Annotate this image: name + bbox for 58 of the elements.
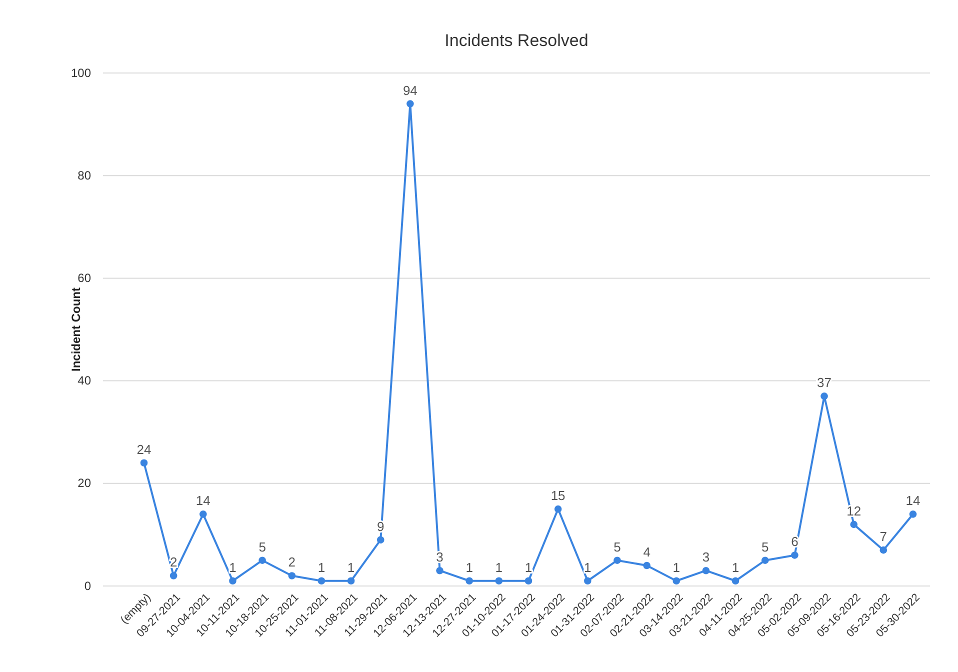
data-label: 7 bbox=[880, 529, 888, 544]
point bbox=[554, 505, 562, 513]
chart-title: Incidents Resolved bbox=[444, 31, 588, 50]
data-label: 1 bbox=[732, 560, 740, 575]
point bbox=[614, 556, 621, 564]
point bbox=[820, 392, 828, 400]
data-label: 14 bbox=[906, 493, 920, 508]
point bbox=[672, 577, 680, 585]
point bbox=[288, 572, 296, 580]
point bbox=[200, 510, 207, 518]
data-label: 4 bbox=[643, 544, 650, 560]
point bbox=[702, 566, 710, 574]
y-tick-label: 100 bbox=[70, 66, 92, 80]
data-label: 5 bbox=[258, 539, 266, 554]
point bbox=[495, 577, 503, 585]
data-label: 5 bbox=[614, 539, 621, 554]
data-label: 1 bbox=[495, 560, 503, 575]
data-label: 5 bbox=[762, 539, 769, 554]
data-label: 1 bbox=[318, 560, 326, 575]
y-tick-label: 40 bbox=[78, 374, 92, 388]
point bbox=[258, 556, 266, 564]
y-tick-label: 0 bbox=[84, 578, 92, 593]
data-label: 1 bbox=[584, 560, 592, 575]
point bbox=[466, 577, 473, 585]
point bbox=[643, 562, 650, 570]
point bbox=[761, 556, 769, 564]
data-label: 37 bbox=[817, 375, 832, 390]
y-tick-label: 80 bbox=[78, 168, 92, 182]
point bbox=[524, 577, 532, 585]
point bbox=[347, 577, 355, 585]
data-label: 1 bbox=[672, 560, 680, 575]
data-label: 24 bbox=[136, 442, 152, 457]
data-label: 2 bbox=[288, 554, 296, 570]
point bbox=[229, 577, 236, 585]
point bbox=[318, 577, 326, 585]
point bbox=[140, 459, 148, 467]
data-label: 2 bbox=[170, 554, 178, 570]
point bbox=[584, 577, 592, 585]
y-axis-title: Incident Count bbox=[69, 288, 83, 372]
point bbox=[880, 546, 888, 554]
data-label: 3 bbox=[702, 550, 710, 565]
point bbox=[850, 520, 858, 528]
data-label: 1 bbox=[466, 560, 473, 575]
point bbox=[406, 100, 414, 108]
data-label: 1 bbox=[524, 560, 532, 575]
point bbox=[436, 566, 444, 574]
data-label: 15 bbox=[550, 488, 566, 504]
data-label: 1 bbox=[347, 560, 355, 575]
point bbox=[376, 536, 384, 544]
data-label: 14 bbox=[196, 493, 210, 508]
point bbox=[909, 510, 917, 518]
y-tick-label: 60 bbox=[78, 271, 92, 286]
point bbox=[170, 572, 178, 580]
data-label: 94 bbox=[402, 82, 418, 98]
y-tick-label: 20 bbox=[78, 476, 92, 490]
data-label: 1 bbox=[229, 560, 236, 575]
point bbox=[732, 577, 740, 585]
point bbox=[791, 552, 798, 559]
